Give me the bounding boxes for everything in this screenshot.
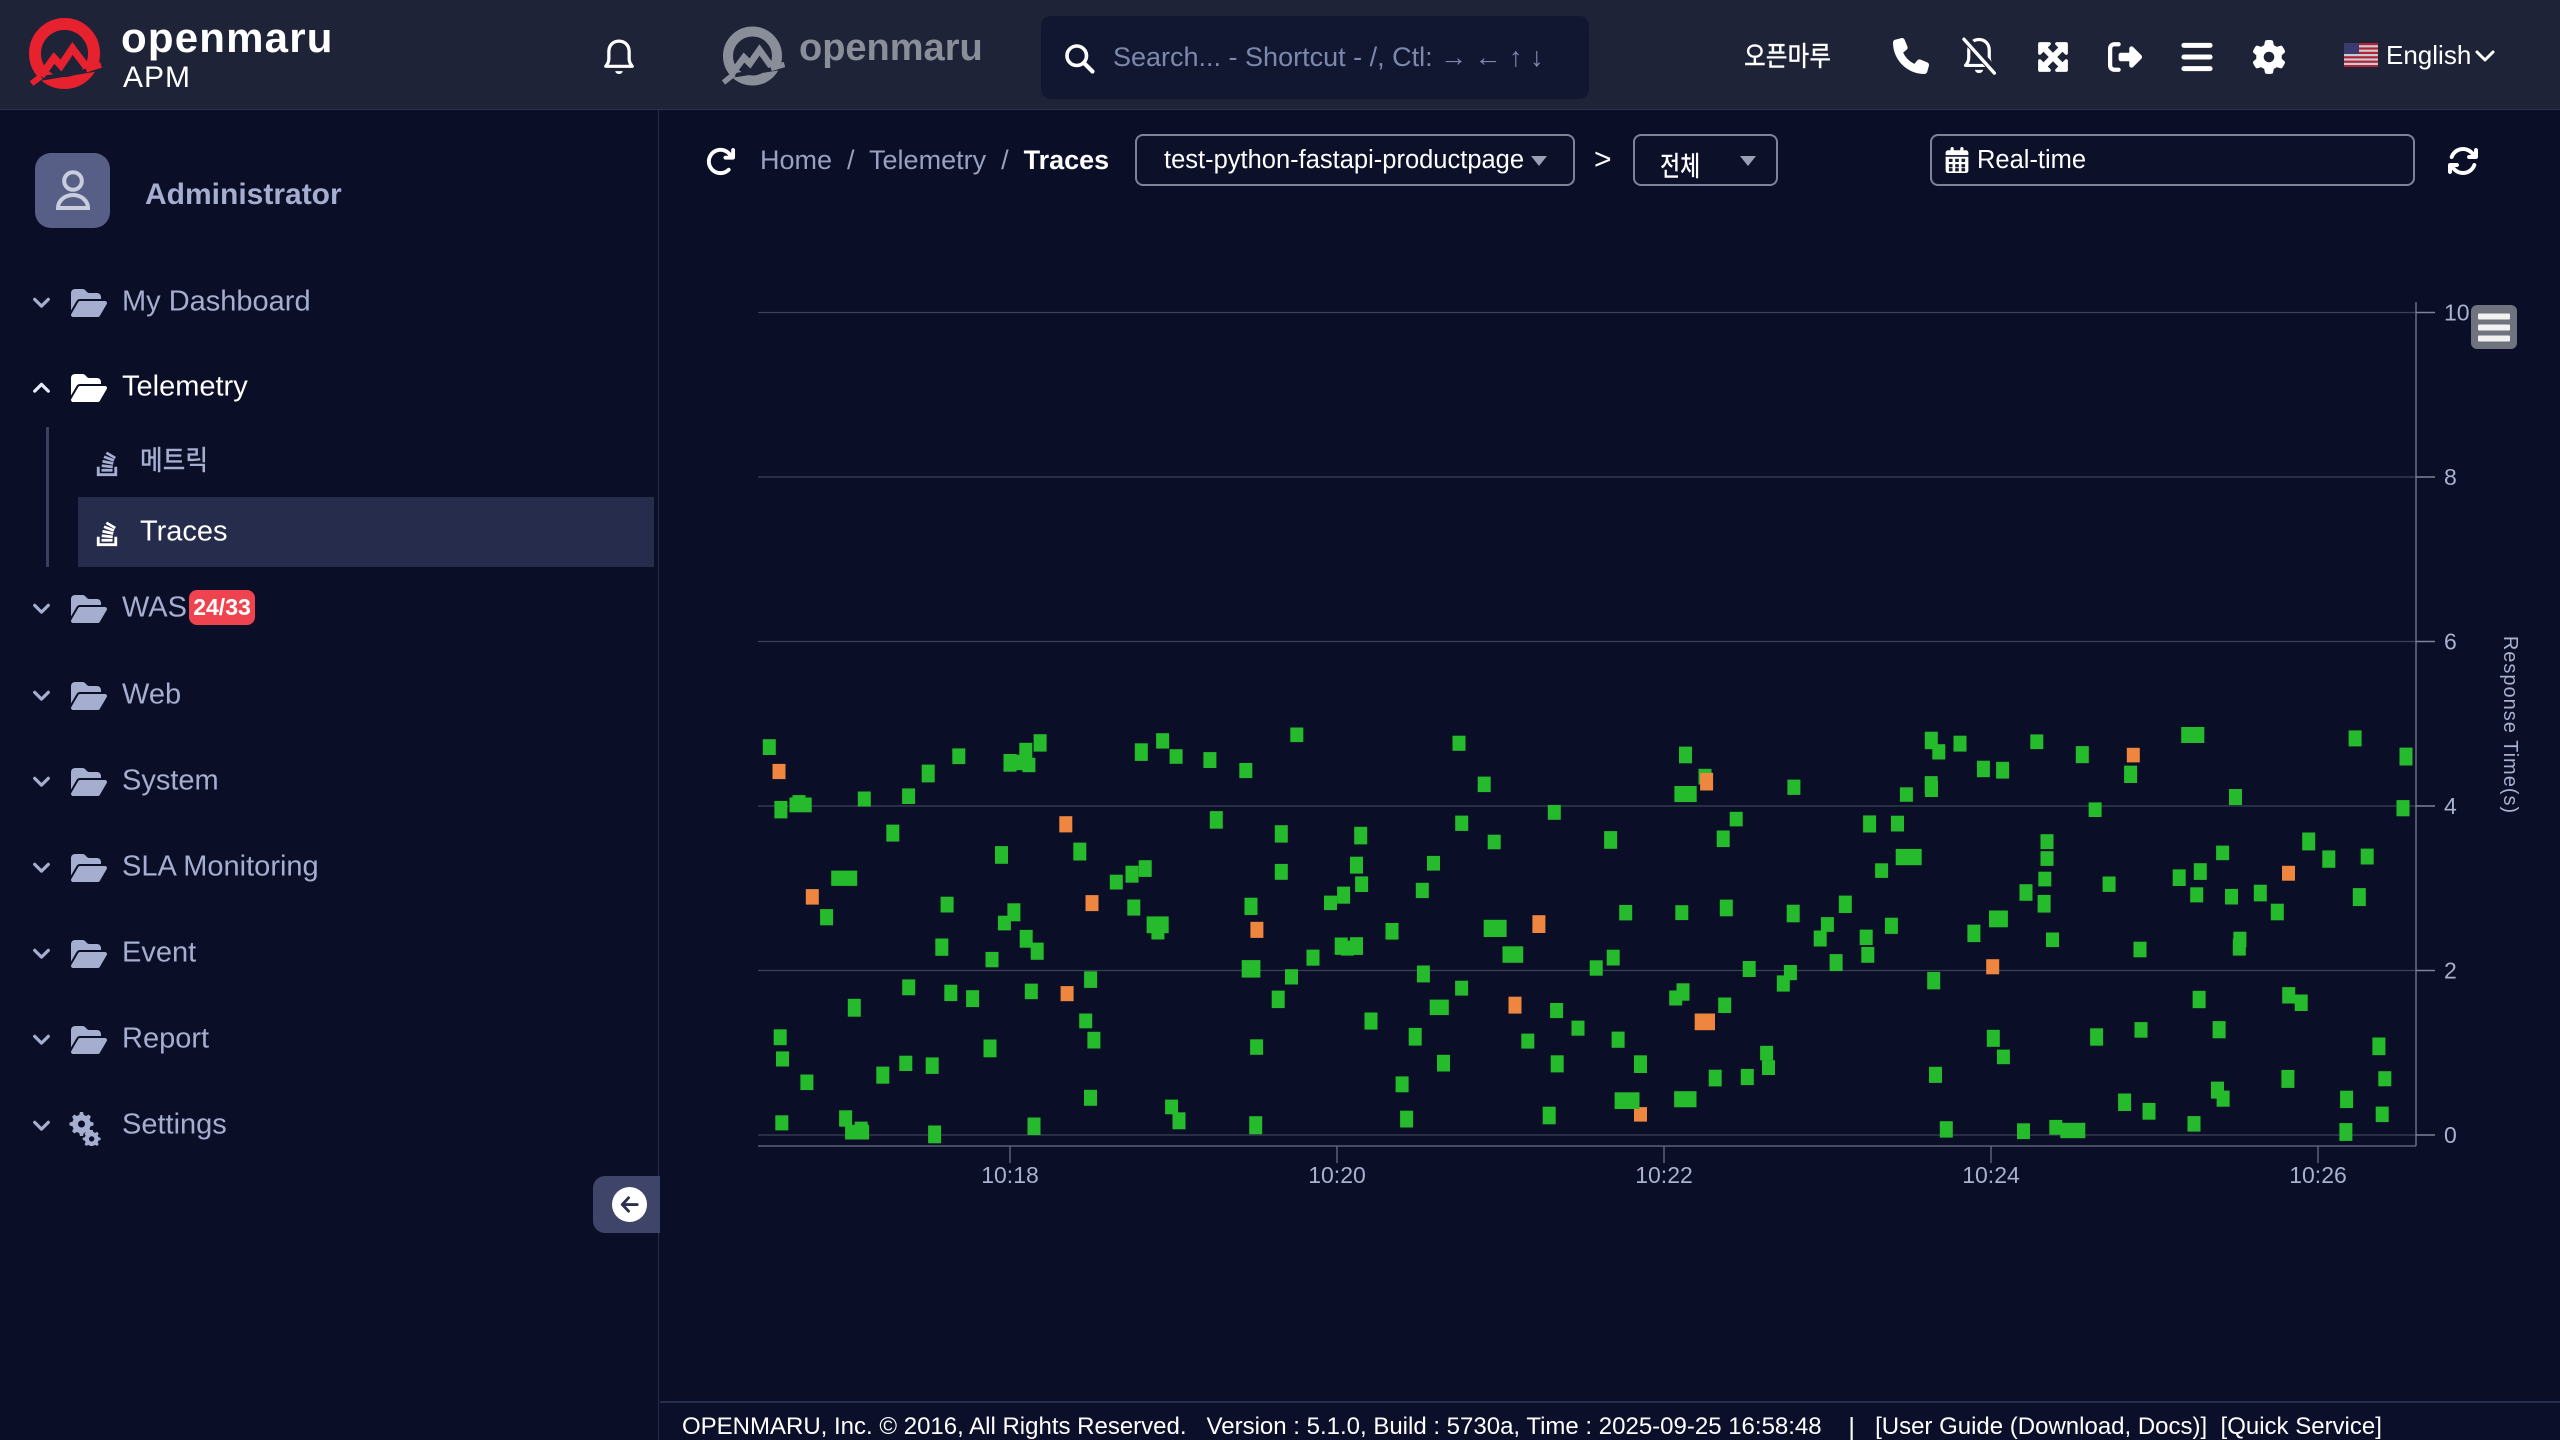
svg-text:4: 4 <box>2444 793 2457 819</box>
svg-text:10:18: 10:18 <box>981 1162 1039 1188</box>
svg-text:10:20: 10:20 <box>1308 1162 1366 1188</box>
svg-text:Response Time(s): Response Time(s) <box>2499 636 2521 814</box>
svg-text:0: 0 <box>2444 1122 2457 1148</box>
svg-text:2: 2 <box>2444 958 2457 984</box>
svg-text:8: 8 <box>2444 464 2457 490</box>
svg-text:6: 6 <box>2444 629 2457 655</box>
svg-text:10:26: 10:26 <box>2289 1162 2347 1188</box>
svg-text:10:22: 10:22 <box>1635 1162 1693 1188</box>
svg-text:10: 10 <box>2444 300 2470 326</box>
svg-text:10:24: 10:24 <box>1962 1162 2020 1188</box>
